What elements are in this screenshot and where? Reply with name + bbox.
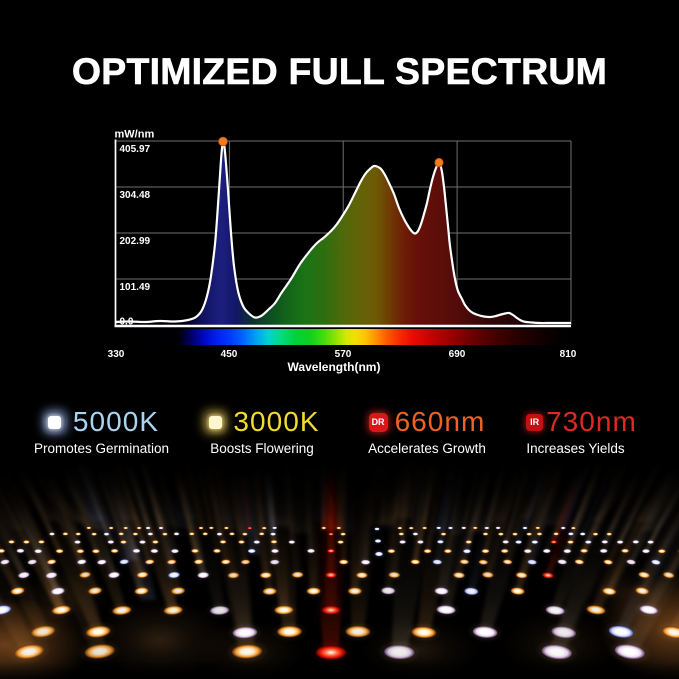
svg-text:570: 570	[335, 349, 352, 360]
svg-text:304.48: 304.48	[120, 190, 151, 201]
svg-text:690: 690	[449, 349, 466, 360]
svg-text:405.97: 405.97	[120, 144, 151, 155]
svg-text:202.99: 202.99	[120, 236, 151, 247]
svg-text:810: 810	[560, 349, 577, 360]
svg-text:mW/nm: mW/nm	[115, 129, 155, 141]
svg-text:0.0: 0.0	[120, 316, 134, 327]
svg-text:Wavelength(nm): Wavelength(nm)	[288, 360, 381, 374]
svg-text:101.49: 101.49	[120, 282, 151, 293]
svg-text:330: 330	[108, 349, 125, 360]
svg-text:450: 450	[221, 349, 238, 360]
